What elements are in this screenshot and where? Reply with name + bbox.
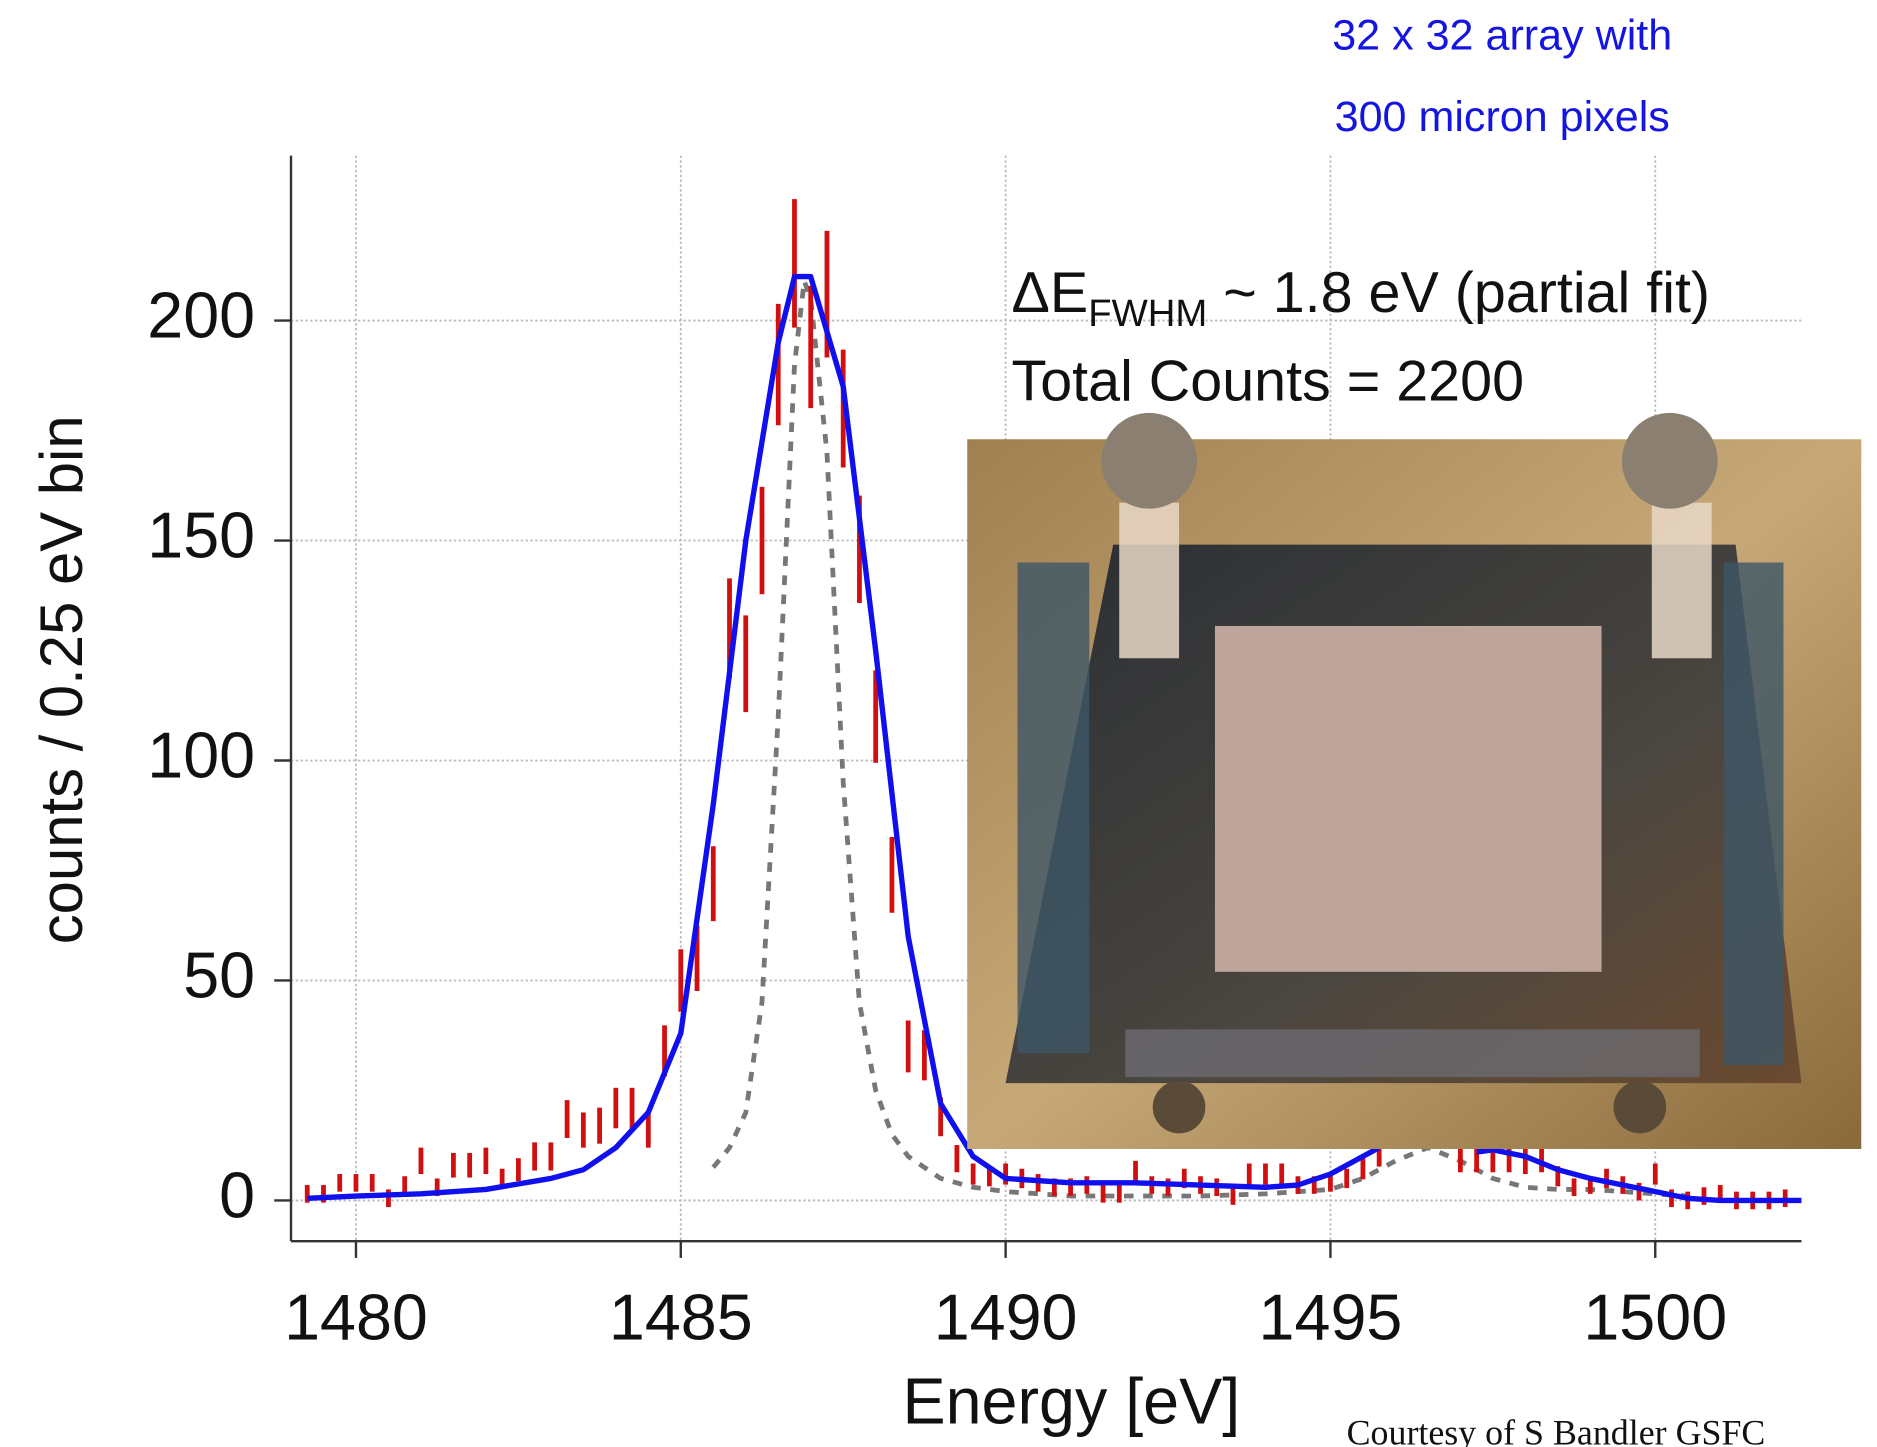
component-line [711,278,1688,1199]
annotation: ΔEFWHM ~ 1.8 eV (partial fit) [1012,261,1711,335]
inset-photo [967,412,1862,1149]
inset-caption: 300 micron pixels [1335,93,1670,141]
y-tick-label: 150 [147,499,255,572]
y-axis-label: counts / 0.25 eV bin [28,415,95,944]
annotation-text: ~ 1.8 eV (partial fit) [1207,261,1710,325]
y-tick-label: 200 [147,279,255,352]
annotation-subscript: FWHM [1088,292,1207,335]
x-tick-label: 1490 [934,1281,1078,1354]
x-tick-label: 1500 [1583,1281,1727,1354]
x-axis-label: Energy [eV] [903,1364,1241,1437]
annotation-symbol: ΔE [1012,261,1089,325]
x-tick-label: 1480 [284,1281,428,1354]
y-tick-label: 100 [147,719,255,792]
x-tick-label: 1495 [1259,1281,1403,1354]
y-tick-label: 50 [183,939,255,1012]
y-tick-label: 0 [219,1159,255,1232]
annotation: Total Counts = 2200 [1012,350,1525,414]
x-tick-label: 1485 [609,1281,753,1354]
credit: Courtesy of S Bandler GSFC [1347,1412,1766,1447]
fit-line [307,273,1802,1204]
inset-caption: 32 x 32 array with [1332,12,1672,60]
